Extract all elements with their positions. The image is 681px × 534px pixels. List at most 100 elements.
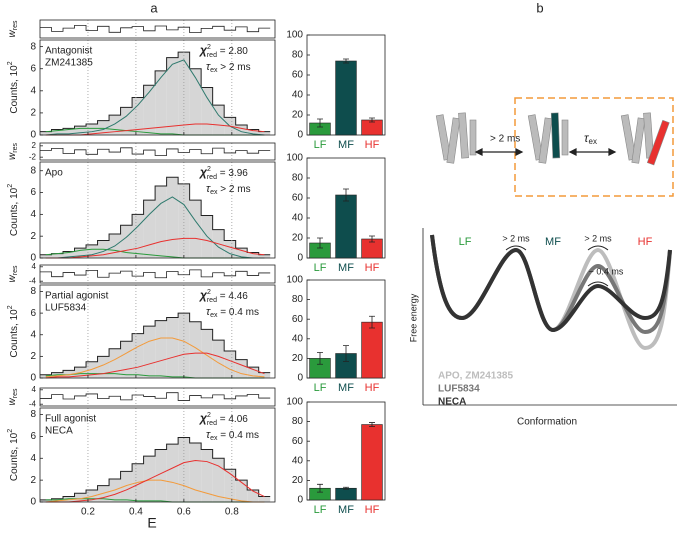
state-label: MF	[545, 236, 561, 248]
hist-bar	[166, 57, 179, 135]
hist-bar	[40, 374, 52, 378]
y-axis-label: wres	[7, 20, 19, 37]
y-tick-label: 2	[32, 141, 37, 150]
component-line	[45, 237, 265, 259]
hist-bar	[258, 131, 271, 135]
component-line	[45, 352, 265, 379]
hist-bar	[155, 320, 167, 378]
label-part: τ	[206, 429, 211, 441]
y-tick-label: 0	[30, 373, 36, 384]
hist-bar	[63, 128, 75, 135]
y-tick-label: 6	[30, 63, 36, 74]
label-part: = 4.46	[217, 291, 248, 302]
error-bar	[317, 352, 323, 365]
y-tick-label: 4	[32, 385, 37, 394]
y-axis-label: Counts, 102	[7, 61, 20, 113]
hist-bar	[109, 479, 121, 502]
error-bar	[317, 483, 323, 493]
label-part: χ	[198, 43, 208, 57]
label-part: res	[12, 143, 19, 153]
label-part: Counts, 10	[9, 432, 20, 481]
residual-line	[40, 269, 271, 279]
x-tick-label: MF	[338, 139, 354, 151]
x-tick-label: 0.2	[81, 507, 95, 518]
label-part: 2	[7, 429, 14, 433]
hist-bar	[51, 253, 64, 258]
y-axis-label: Free energy	[408, 293, 418, 342]
hist-bar	[86, 244, 98, 258]
tau-label: τex > 2 ms	[206, 183, 251, 196]
y-tick-label: 2	[30, 475, 36, 486]
chi-label: χ2 red = 3.96	[198, 165, 248, 181]
residual-line	[40, 147, 271, 156]
exchange-label: τex	[584, 131, 597, 146]
barrier-label: ~ 0.4 ms	[589, 266, 624, 276]
y-tick-label: 40	[292, 333, 304, 344]
hist-bar	[235, 248, 248, 258]
x-tick-label: MF	[338, 382, 354, 394]
bar	[335, 60, 357, 136]
exchange-label: > 2 ms	[490, 134, 520, 145]
component-line	[45, 196, 265, 259]
condition-label: LUF5834	[45, 303, 87, 314]
label-part: red	[207, 52, 217, 59]
error-bar	[343, 188, 349, 202]
error-bar	[317, 118, 323, 128]
panel-label: b	[536, 0, 543, 15]
y-tick-label: -2	[29, 152, 37, 161]
x-tick-label: 0.8	[225, 507, 239, 518]
receptor-icons	[435, 112, 670, 166]
label-part: res	[12, 20, 19, 30]
x-tick-label: HF	[365, 504, 380, 516]
hist-bar	[40, 254, 52, 258]
label-part: 2	[7, 305, 14, 309]
condition-label: Partial agonist	[45, 291, 109, 302]
hist-bar	[224, 240, 236, 258]
label-part: = 3.96	[217, 168, 248, 179]
plot-frame	[39, 161, 276, 259]
hist-bar	[212, 458, 225, 502]
hist-bar	[247, 367, 259, 378]
y-tick-label: -4	[29, 399, 37, 408]
hist-bar	[97, 356, 110, 378]
y-tick-label: 2	[30, 108, 36, 119]
label-part: red	[207, 420, 217, 427]
label-part: ex	[210, 312, 218, 319]
y-tick-label: 6	[30, 308, 36, 319]
label-part: Counts, 10	[9, 187, 20, 236]
hist-outline	[40, 51, 271, 133]
label-part: res	[12, 388, 19, 398]
hist-bar	[120, 341, 133, 378]
x-tick-label: LF	[314, 262, 327, 274]
hist-bar	[166, 444, 179, 502]
residual-frame	[39, 387, 276, 407]
barrier-label: > 2 ms	[502, 233, 530, 243]
hist-bar	[166, 177, 179, 258]
error-bar	[343, 345, 349, 362]
hist-bar	[40, 499, 52, 502]
label-part: Counts, 10	[9, 65, 20, 114]
label-part: 2	[7, 184, 14, 188]
error-bar	[369, 315, 375, 329]
hist-bar	[224, 350, 236, 378]
hist-bar	[235, 480, 248, 502]
residual-frame	[39, 264, 276, 284]
hist-bar	[97, 120, 110, 135]
label-part: > 2 ms	[218, 62, 251, 73]
hist-bar	[212, 340, 225, 378]
bar	[335, 194, 357, 259]
y-tick-label: 40	[292, 455, 304, 466]
hist-bar	[247, 489, 259, 502]
hist-bar	[63, 251, 75, 258]
hist-bar	[258, 496, 271, 502]
hist-bar	[74, 248, 87, 258]
hist-bar	[132, 97, 144, 135]
y-tick-label: 0	[30, 130, 36, 141]
hist-bar	[189, 200, 202, 258]
y-tick-label: 60	[292, 436, 304, 447]
state-label: HF	[638, 236, 653, 248]
y-tick-label: 8	[30, 41, 36, 52]
y-tick-label: 4	[32, 262, 37, 271]
residual-line	[40, 392, 271, 401]
